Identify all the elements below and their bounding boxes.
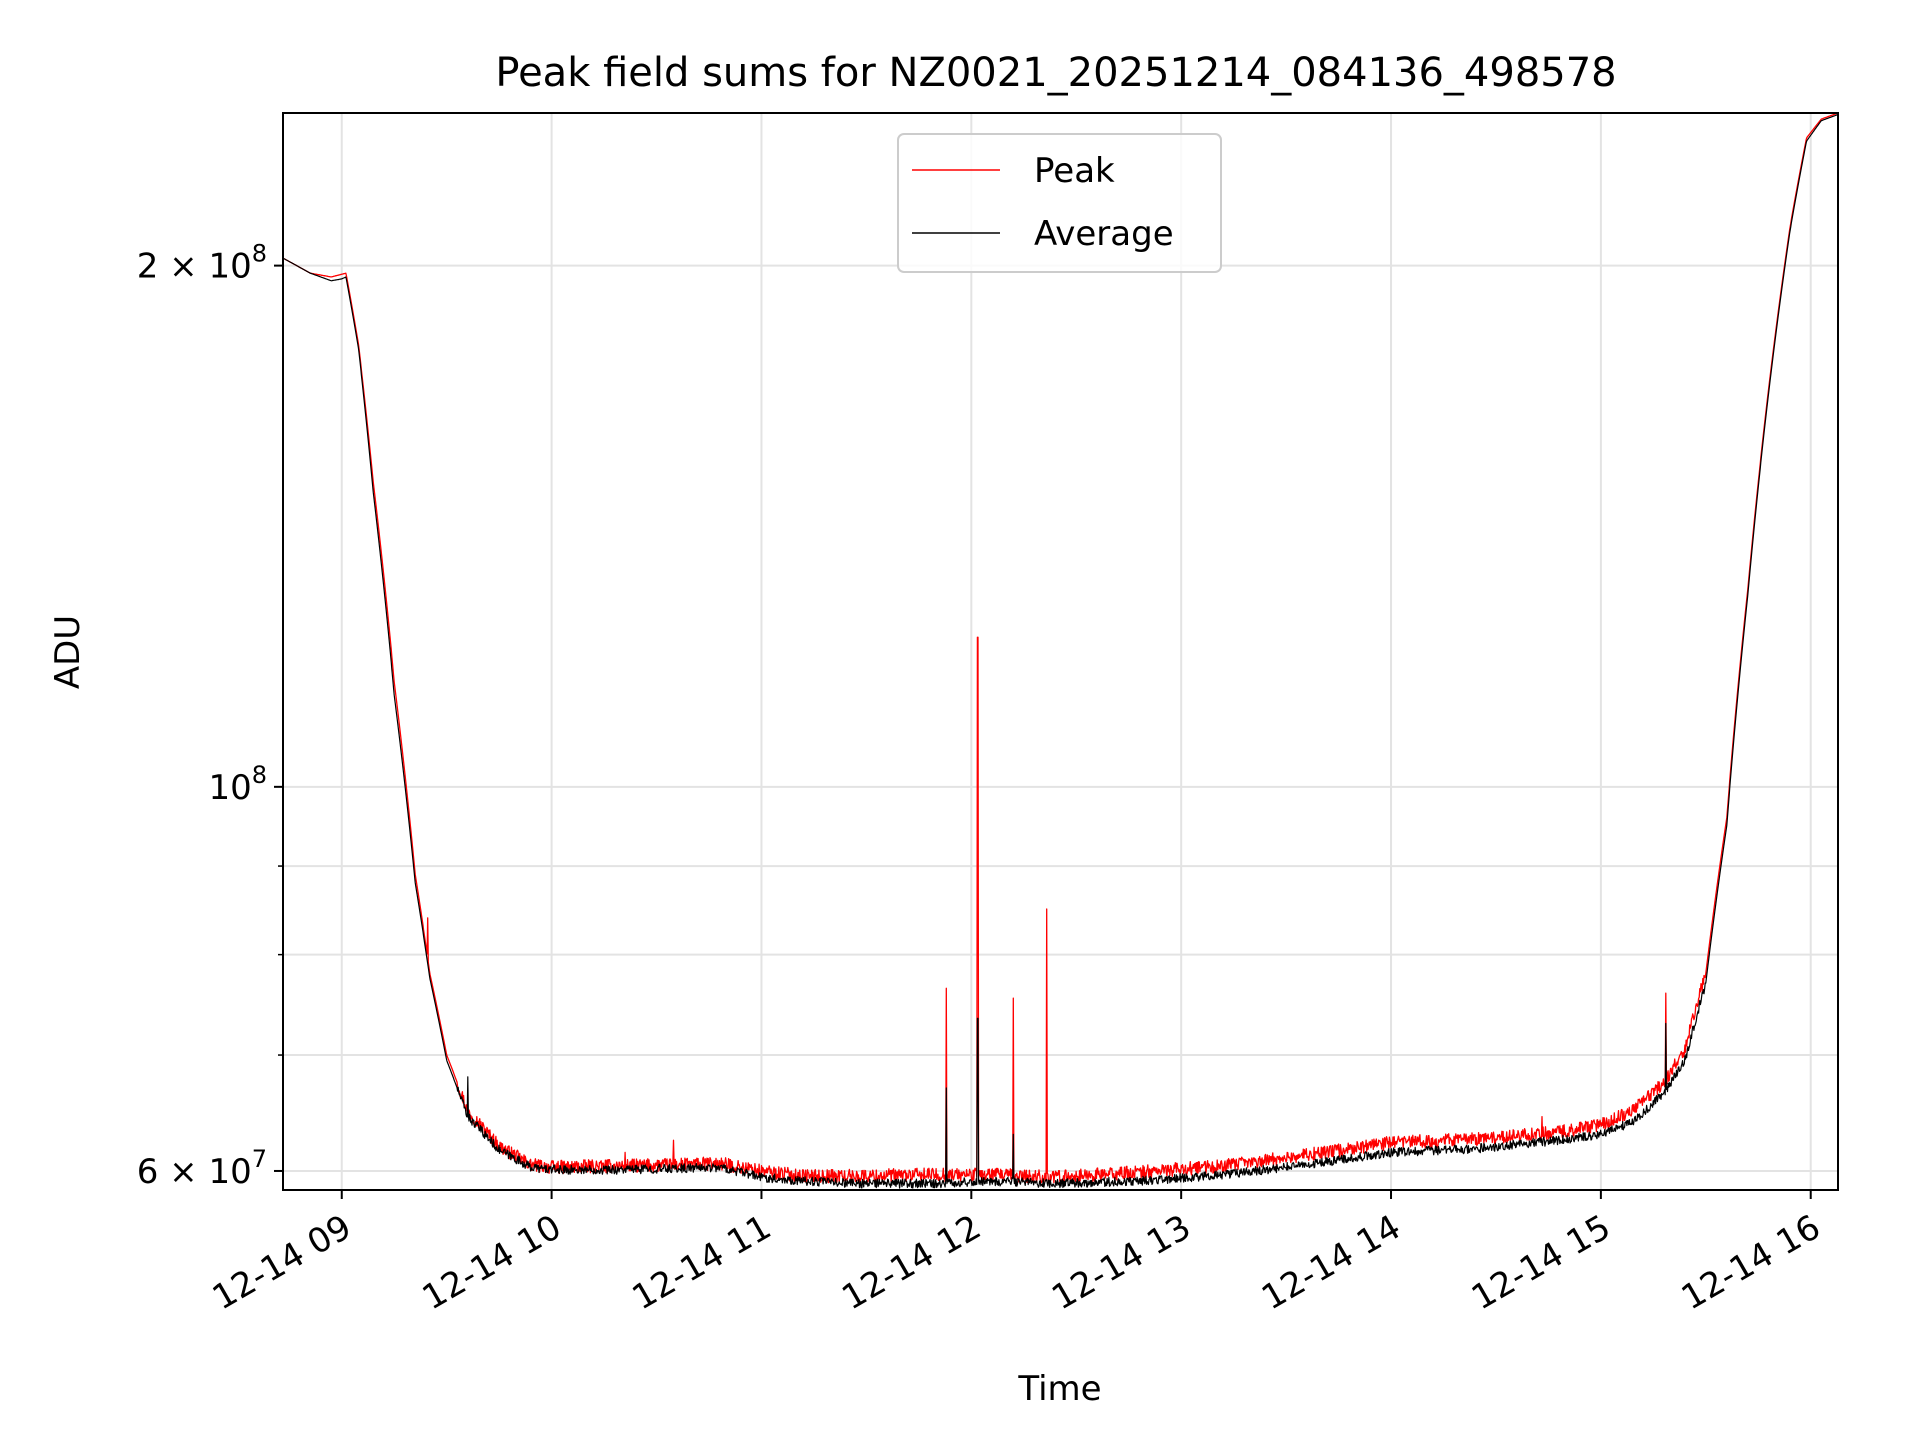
legend: Peak Average <box>897 133 1222 273</box>
chart-title: Peak field sums for NZ0021_20251214_0841… <box>495 50 1616 96</box>
x-axis-label: Time <box>1017 1369 1101 1409</box>
y-axis: 6 × 107 108 2 × 108 <box>137 240 283 1192</box>
y-tick-label: 2 × 108 <box>137 240 267 287</box>
series-layer <box>283 113 1838 1189</box>
y-axis-label: ADU <box>48 615 88 689</box>
series-line-average <box>283 113 1838 1189</box>
plot-frame <box>282 112 1839 1191</box>
y-tick-label: 6 × 107 <box>137 1145 267 1192</box>
legend-box <box>897 133 1222 273</box>
legend-average-label: Average <box>1034 214 1174 254</box>
y-tick-label: 108 <box>208 761 267 808</box>
legend-peak-label: Peak <box>1034 151 1115 191</box>
